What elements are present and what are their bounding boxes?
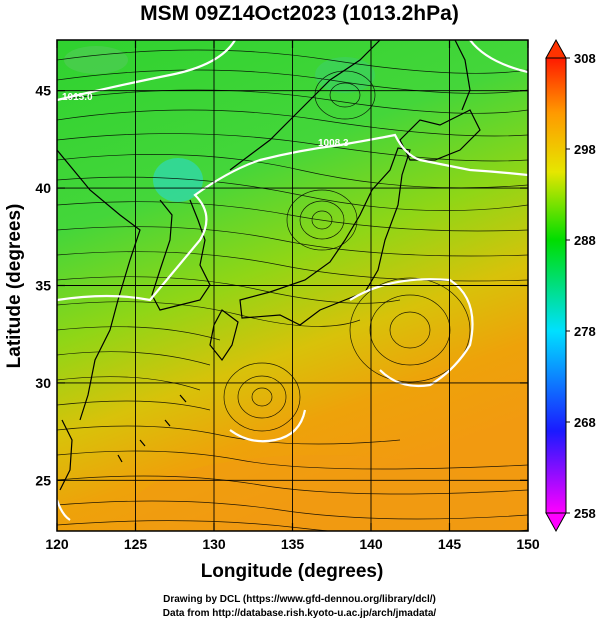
- credits: Drawing by DCL (https://www.gfd-dennou.o…: [0, 593, 599, 621]
- warm-anomaly: [130, 455, 510, 531]
- cool-anomaly: [64, 46, 128, 74]
- cool-anomaly: [153, 158, 203, 202]
- x-tick-label: 150: [516, 536, 540, 552]
- credits-line-drawing: Drawing by DCL (https://www.gfd-dennou.o…: [163, 594, 436, 605]
- x-axis: 120 125 130 135 140 145 150: [45, 40, 540, 552]
- contour-label: 1008.3: [318, 138, 349, 149]
- y-tick-label: 30: [35, 375, 51, 391]
- lat-lon-grid: [57, 40, 528, 531]
- color-bar-tick-label: 258: [574, 506, 596, 521]
- color-bar-tick-label: 278: [574, 324, 596, 339]
- color-bar-ticks: 308 298 288 278 268 258: [566, 51, 596, 521]
- pressure-contours: [57, 40, 528, 521]
- credits-line-data: Data from http://database.rish.kyoto-u.a…: [162, 608, 437, 619]
- contour-label: 1015.0: [62, 92, 93, 103]
- x-tick-label: 135: [281, 536, 305, 552]
- y-tick-label: 40: [35, 180, 51, 196]
- chart-title: MSM 09Z14Oct2023 (1013.2hPa): [140, 2, 459, 25]
- y-tick-label: 25: [35, 472, 51, 488]
- x-tick-label: 125: [124, 536, 148, 552]
- y-tick-label: 45: [35, 83, 51, 99]
- y-tick-label: 35: [35, 278, 51, 294]
- x-tick-label: 145: [438, 536, 462, 552]
- x-tick-label: 120: [45, 536, 69, 552]
- color-bar-tick-label: 298: [574, 142, 596, 157]
- x-axis-label: Longitude (degrees): [201, 561, 384, 582]
- streamlines: [57, 49, 528, 531]
- x-tick-label: 140: [359, 536, 383, 552]
- color-bar: 308 298 288 278 268 258: [545, 38, 596, 533]
- color-bar-tick-label: 308: [574, 51, 596, 66]
- y-axis: 25 30 35 40 45: [35, 83, 528, 488]
- color-bar-tick-label: 288: [574, 233, 596, 248]
- color-bar-top-arrow: [545, 38, 567, 59]
- color-bar-bottom-arrow: [545, 512, 567, 533]
- color-bar-scale: [545, 57, 567, 514]
- color-bar-tick-label: 268: [574, 415, 596, 430]
- y-axis-label: Latitude (degrees): [4, 204, 25, 369]
- x-tick-label: 130: [202, 536, 226, 552]
